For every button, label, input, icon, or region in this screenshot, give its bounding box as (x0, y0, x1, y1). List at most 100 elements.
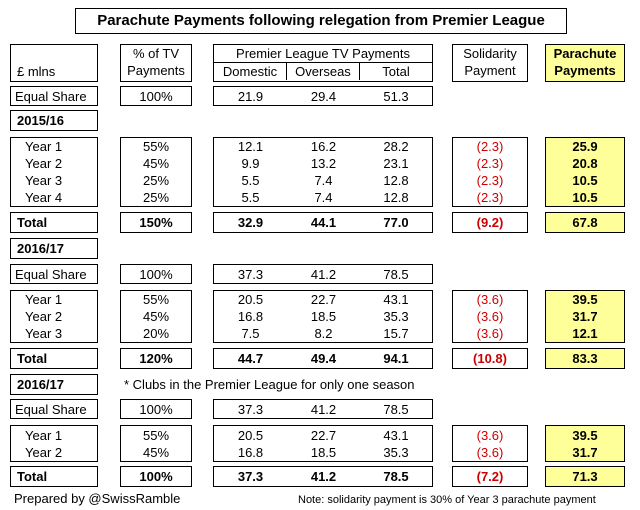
total-values-box: 37.3 41.2 78.5 (213, 466, 433, 487)
total-overseas: 44.1 (310, 215, 337, 230)
section1-labels-box: Year 1 Year 2 Year 3 Year 4 (10, 137, 98, 207)
total-parachute: 67.8 (572, 215, 598, 230)
total-total: 77.0 (383, 215, 409, 230)
header-total: Total (382, 64, 410, 79)
row-parachute: 39.5 (572, 428, 598, 443)
row-solidarity: (3.6) (476, 428, 504, 443)
row-total: 23.1 (383, 156, 409, 171)
section3-pct-box: 55% 45% (120, 425, 192, 462)
total-solidarity: (9.2) (476, 215, 504, 230)
header-pl-group: Premier League TV Payments (214, 45, 432, 63)
row-total: 35.3 (383, 309, 409, 324)
equal-share-overseas: 29.4 (310, 89, 337, 104)
header-currency: £ mlns (17, 64, 56, 79)
row-solidarity: (3.6) (476, 326, 504, 341)
section3-parachute-box: 39.5 31.7 (545, 425, 625, 462)
section3-values-box: 20.5 22.7 43.1 16.8 18.5 35.3 (213, 425, 433, 462)
equal-share-label-box: Equal Share (10, 399, 98, 419)
equal-share-values-box: 21.9 29.4 51.3 (213, 86, 433, 106)
row-pct: 55% (142, 428, 170, 443)
row-pct: 45% (142, 156, 170, 171)
row-domestic: 7.5 (241, 326, 260, 341)
row-parachute: 39.5 (572, 292, 598, 307)
total-pct-box: 100% (120, 466, 192, 487)
row-total: 15.7 (383, 326, 409, 341)
row-domestic: 16.8 (237, 309, 264, 324)
equal-share-total: 51.3 (383, 89, 409, 104)
total-label: Total (17, 215, 48, 230)
row-total: 12.8 (383, 190, 409, 205)
row-total: 35.3 (383, 445, 409, 460)
header-parachute-line2: Payments (554, 63, 616, 78)
total-pct: 150% (139, 215, 173, 230)
row-label: Year 3 (25, 173, 63, 188)
equal-share-pct-box: 100% (120, 86, 192, 106)
row-domestic: 9.9 (241, 156, 260, 171)
row-overseas: 7.4 (314, 173, 333, 188)
row-pct: 55% (142, 139, 170, 154)
section-subtitle: * Clubs in the Premier League for only o… (124, 377, 415, 392)
header-pct-line1: % of TV (132, 46, 179, 61)
row-parachute: 20.8 (572, 156, 598, 171)
total-parachute: 83.3 (572, 351, 598, 366)
equal-share-pct: 100% (139, 89, 173, 104)
header-solidarity-box: Solidarity Payment (452, 44, 528, 82)
row-solidarity: (3.6) (476, 309, 504, 324)
row-pct: 25% (142, 173, 170, 188)
equal-share-domestic: 21.9 (237, 89, 264, 104)
total-pct: 100% (139, 469, 173, 484)
total-solidarity: (7.2) (476, 469, 504, 484)
header-solidarity-line2: Payment (464, 63, 516, 78)
equal-share-pct-box: 100% (120, 399, 192, 419)
row-overseas: 22.7 (310, 428, 337, 443)
row-domestic: 20.5 (237, 292, 264, 307)
equal-share-label: Equal Share (15, 89, 87, 104)
header-parachute-box: Parachute Payments (545, 44, 625, 82)
row-label: Year 1 (25, 428, 63, 443)
header-pct-box: % of TV Payments (120, 44, 192, 82)
equal-share-domestic: 37.3 (237, 267, 264, 282)
total-domestic: 44.7 (237, 351, 264, 366)
footnote: Note: solidarity payment is 30% of Year … (298, 494, 596, 506)
equal-share-total: 78.5 (383, 267, 409, 282)
row-total: 28.2 (383, 139, 409, 154)
total-label: Total (17, 351, 48, 366)
row-parachute: 31.7 (572, 309, 598, 324)
section-title: 2016/17 (10, 374, 98, 395)
row-solidarity: (3.6) (476, 292, 504, 307)
row-overseas: 16.2 (310, 139, 337, 154)
row-parachute: 10.5 (572, 173, 598, 188)
total-pct-box: 120% (120, 348, 192, 369)
total-pct-box: 150% (120, 212, 192, 233)
total-pct: 120% (139, 351, 173, 366)
section2-parachute-box: 39.5 31.7 12.1 (545, 290, 625, 343)
row-solidarity: (3.6) (476, 445, 504, 460)
row-label: Year 2 (25, 156, 63, 171)
row-pct: 20% (142, 326, 170, 341)
total-total: 78.5 (383, 469, 409, 484)
header-currency-box: £ mlns (10, 44, 98, 82)
total-values-box: 44.7 49.4 94.1 (213, 348, 433, 369)
page-title: Parachute Payments following relegation … (75, 8, 567, 34)
row-domestic: 5.5 (241, 173, 260, 188)
header-solidarity-line1: Solidarity (463, 46, 517, 61)
row-overseas: 22.7 (310, 292, 337, 307)
row-parachute: 12.1 (572, 326, 598, 341)
row-overseas: 18.5 (310, 445, 337, 460)
row-solidarity: (2.3) (476, 139, 504, 154)
row-parachute: 10.5 (572, 190, 598, 205)
section1-pct-box: 55% 45% 25% 25% (120, 137, 192, 207)
total-parachute: 71.3 (572, 469, 598, 484)
total-solidarity-box: (10.8) (452, 348, 528, 369)
header-overseas: Overseas (287, 63, 360, 80)
total-parachute-box: 83.3 (545, 348, 625, 369)
section1-parachute-box: 25.9 20.8 10.5 10.5 (545, 137, 625, 207)
row-overseas: 8.2 (314, 326, 333, 341)
row-pct: 45% (142, 309, 170, 324)
row-domestic: 20.5 (237, 428, 264, 443)
section-title: 2016/17 (10, 238, 98, 259)
total-solidarity: (10.8) (473, 351, 507, 366)
section-title: 2015/16 (10, 110, 98, 131)
credit-text: Prepared by @SwissRamble (14, 491, 181, 506)
total-label-box: Total (10, 466, 98, 487)
